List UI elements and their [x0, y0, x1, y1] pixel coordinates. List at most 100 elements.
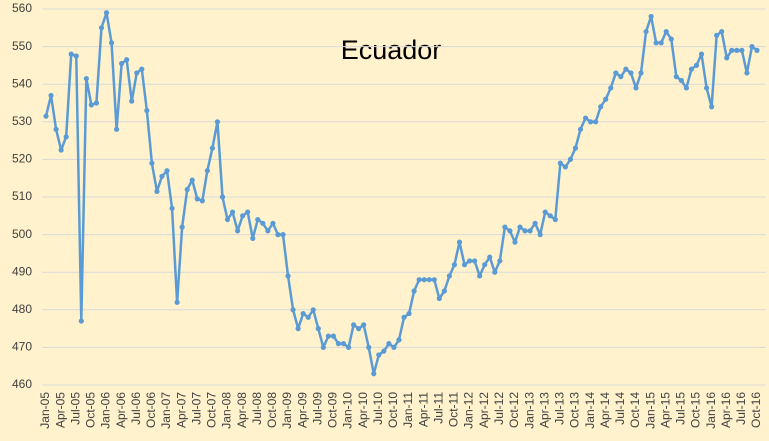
point	[204, 168, 210, 174]
point	[567, 156, 574, 162]
x-tick-label: Jul-12	[492, 392, 506, 425]
y-tick-label: 520	[12, 152, 32, 166]
point	[734, 47, 740, 53]
x-tick-label: Jan-08	[220, 392, 234, 429]
point	[310, 307, 316, 313]
x-tick-label: Jul-05	[68, 392, 82, 425]
point	[557, 160, 563, 166]
x-tick-label: Apr-06	[114, 392, 128, 428]
point	[416, 277, 422, 283]
point	[98, 25, 105, 31]
point	[164, 168, 170, 174]
point	[235, 228, 241, 234]
y-tick-label: 460	[12, 377, 32, 391]
point	[169, 205, 175, 211]
point	[295, 326, 301, 332]
point	[739, 47, 745, 53]
x-tick-label: Jan-12	[462, 392, 476, 429]
point	[129, 98, 135, 104]
point	[199, 198, 205, 204]
point	[472, 258, 478, 264]
point	[668, 36, 674, 42]
point	[608, 85, 614, 91]
point	[376, 352, 382, 358]
x-tick-label: Oct-08	[265, 392, 279, 428]
x-tick-label: Apr-05	[53, 392, 67, 428]
point	[224, 216, 231, 223]
point	[587, 119, 594, 125]
x-tick-label: Jan-06	[99, 392, 113, 429]
point	[507, 228, 513, 234]
point	[189, 177, 195, 183]
point	[693, 62, 700, 68]
point	[144, 107, 150, 114]
point	[673, 74, 679, 80]
point	[426, 277, 432, 283]
point	[366, 344, 372, 350]
x-tick-label: Oct-11	[447, 392, 461, 427]
point	[714, 32, 720, 38]
x-tick-label: Apr-09	[295, 392, 309, 428]
point	[603, 96, 609, 102]
x-tick-label: Jul-16	[734, 392, 748, 425]
point	[653, 40, 659, 46]
point	[320, 344, 326, 350]
point	[517, 224, 523, 230]
point	[552, 216, 558, 223]
point	[48, 92, 54, 99]
point	[285, 273, 291, 279]
point	[265, 228, 271, 234]
point	[139, 66, 145, 72]
x-tick-label: Jul-11	[431, 392, 445, 424]
y-tick-label: 560	[12, 1, 32, 15]
point	[68, 51, 74, 57]
point	[134, 70, 140, 76]
point	[63, 134, 69, 140]
point	[698, 51, 705, 57]
x-tick-label: Oct-10	[386, 392, 400, 428]
point	[532, 220, 538, 226]
point	[688, 66, 695, 72]
y-tick-label: 490	[12, 264, 32, 278]
point	[497, 258, 503, 264]
point	[648, 13, 654, 20]
point	[113, 126, 120, 132]
point	[119, 60, 125, 67]
point	[250, 235, 256, 241]
point	[724, 55, 730, 61]
x-tick-label: Apr-12	[477, 392, 491, 428]
point	[83, 75, 89, 82]
point	[401, 314, 407, 320]
point	[78, 318, 84, 324]
y-tick-label: 510	[12, 189, 32, 203]
point	[572, 145, 579, 151]
point	[53, 126, 59, 132]
point	[396, 337, 402, 343]
point	[290, 307, 296, 313]
point	[255, 216, 261, 223]
point	[219, 194, 226, 200]
point	[542, 209, 548, 215]
point	[406, 310, 412, 317]
x-tick-label: Jul-15	[674, 392, 688, 425]
point	[618, 74, 624, 80]
x-tick-label: Apr-13	[537, 392, 551, 428]
x-tick-label: Jan-13	[522, 392, 536, 429]
x-tick-label: Apr-14	[598, 392, 612, 428]
x-tick-label: Jul-06	[129, 392, 143, 425]
point	[240, 213, 246, 219]
point	[477, 273, 483, 279]
point	[381, 348, 387, 354]
point	[391, 344, 397, 350]
x-tick-label: Jul-08	[250, 392, 264, 425]
point	[451, 262, 458, 268]
point	[325, 333, 331, 339]
y-tick-label: 550	[12, 39, 32, 53]
x-tick-label: Apr-16	[719, 392, 733, 428]
point	[703, 85, 710, 91]
x-tick-label: Jan-09	[280, 392, 294, 429]
x-tick-label: Apr-15	[658, 392, 672, 428]
point	[658, 40, 664, 46]
point	[184, 186, 190, 193]
